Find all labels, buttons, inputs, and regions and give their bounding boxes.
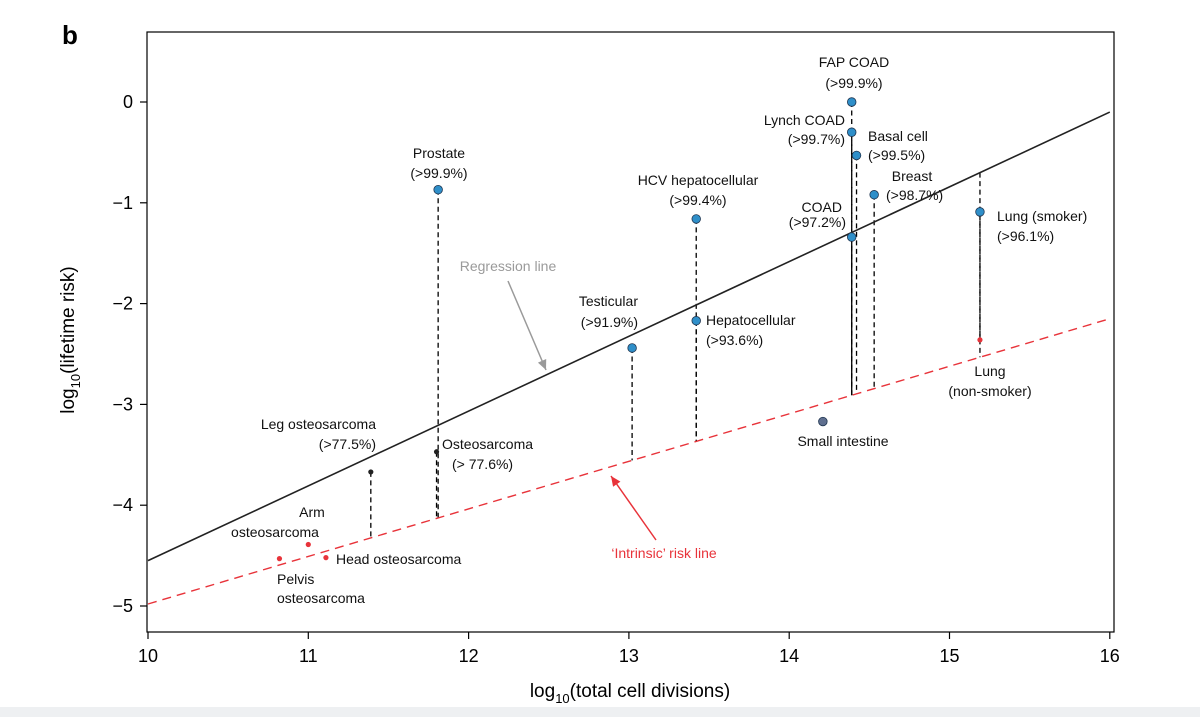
label-pct-arm: osteosarcoma — [231, 524, 319, 540]
point-head-osteosarcoma — [323, 555, 329, 561]
label-lynch-coad: Lynch COAD — [764, 112, 845, 128]
regression-arrow — [507, 280, 547, 371]
label-lung: Lung — [974, 363, 1005, 379]
regression-line — [147, 111, 1111, 562]
x-tick-label: 11 — [299, 646, 318, 666]
label-pct-osteosarcoma: (> 77.6%) — [452, 456, 513, 472]
point-hepatocellular — [691, 316, 701, 326]
point-testicular — [627, 343, 637, 353]
intrinsic-risk-line — [147, 318, 1110, 605]
x-tick-label: 13 — [619, 646, 639, 666]
y-tick-label: −5 — [112, 596, 133, 616]
label-pct-hepatocellular: (>93.6%) — [706, 332, 763, 348]
x-tick-label: 12 — [459, 646, 479, 666]
point-fap-coad — [847, 97, 857, 107]
label-hepatocellular: Hepatocellular — [706, 312, 796, 328]
data-points — [276, 97, 985, 562]
label-pct-prostate: (>99.9%) — [410, 165, 467, 181]
label-head-osteosarcoma: Head osteosarcoma — [336, 551, 462, 567]
panel-label: b — [62, 20, 78, 50]
label-pct-hcv-hepatocellular: (>99.4%) — [669, 192, 726, 208]
point-labels: FAP COAD (>99.9%) Lynch COAD (>99.7%) Basal … — [231, 54, 1087, 606]
point-lynch-coad — [847, 127, 857, 137]
point-pelvis — [276, 556, 283, 562]
label-pct-coad: (>97.2%) — [789, 214, 846, 230]
y-tick-label: −3 — [112, 394, 133, 414]
label-pct-fap-coad: (>99.9%) — [825, 75, 882, 91]
y-axis-label: log10(lifetime risk) — [58, 266, 83, 414]
point-lung — [977, 337, 983, 343]
y-tick-label: 0 — [123, 92, 133, 112]
point-leg-osteosarcoma — [368, 469, 374, 475]
label-breast: Breast — [892, 168, 933, 184]
label-prostate: Prostate — [413, 145, 465, 161]
label-pct-basal-cell: (>99.5%) — [868, 147, 925, 163]
annotation-arrows — [507, 280, 657, 541]
x-tick-label: 16 — [1100, 646, 1120, 666]
point-lung-smoker — [975, 207, 985, 217]
intrinsic-arrow — [610, 475, 657, 541]
label-pct-lynch-coad: (>99.7%) — [788, 131, 845, 147]
label-pct-pelvis: osteosarcoma — [277, 590, 365, 606]
y-tick-label: −2 — [112, 294, 133, 314]
regression-line-label: Regression line — [460, 258, 557, 274]
label-pct-breast: (>98.7%) — [886, 187, 943, 203]
label-osteosarcoma: Osteosarcoma — [442, 436, 533, 452]
label-pct-lung: (non-smoker) — [948, 383, 1031, 399]
label-leg-osteosarcoma: Leg osteosarcoma — [261, 416, 376, 432]
point-arm — [305, 541, 311, 548]
x-tick-label: 14 — [779, 646, 799, 666]
label-coad: COAD — [802, 199, 842, 215]
plot-frame — [146, 31, 1115, 633]
label-lung-smoker: Lung (smoker) — [997, 208, 1087, 224]
point-breast — [869, 190, 879, 200]
label-pelvis: Pelvis — [277, 571, 314, 587]
y-tick-label: −1 — [112, 193, 133, 213]
axes: 10 11 12 13 14 15 16 0 −1 −2 −3 −4 −5 — [112, 92, 1119, 666]
point-basal-cell — [851, 150, 862, 161]
label-hcv-hepatocellular: HCV hepatocellular — [638, 172, 759, 188]
intrinsic-line-label: ‘Intrinsic’ risk line — [611, 545, 716, 561]
x-tick-label: 10 — [138, 646, 158, 666]
point-small-intestine — [818, 416, 828, 427]
label-pct-leg-osteosarcoma: (>77.5%) — [319, 436, 376, 452]
point-hcv-hepatocellular — [691, 214, 701, 224]
label-basal-cell: Basal cell — [868, 128, 928, 144]
label-testicular: Testicular — [579, 293, 638, 309]
point-coad — [847, 232, 857, 242]
x-tick-label: 15 — [939, 646, 959, 666]
label-arm: Arm — [299, 504, 325, 520]
label-small-intestine: Small intestine — [797, 433, 888, 449]
label-pct-lung-smoker: (>96.1%) — [997, 228, 1054, 244]
label-pct-testicular: (>91.9%) — [581, 314, 638, 330]
label-fap-coad: FAP COAD — [819, 54, 890, 70]
y-tick-label: −4 — [112, 495, 133, 515]
bottom-bar — [0, 707, 1200, 717]
x-axis-label: log10(total cell divisions) — [530, 681, 730, 706]
point-osteosarcoma — [433, 449, 440, 455]
risk-lines — [147, 111, 1111, 605]
drop-lines — [370, 102, 981, 538]
point-prostate — [433, 184, 443, 195]
